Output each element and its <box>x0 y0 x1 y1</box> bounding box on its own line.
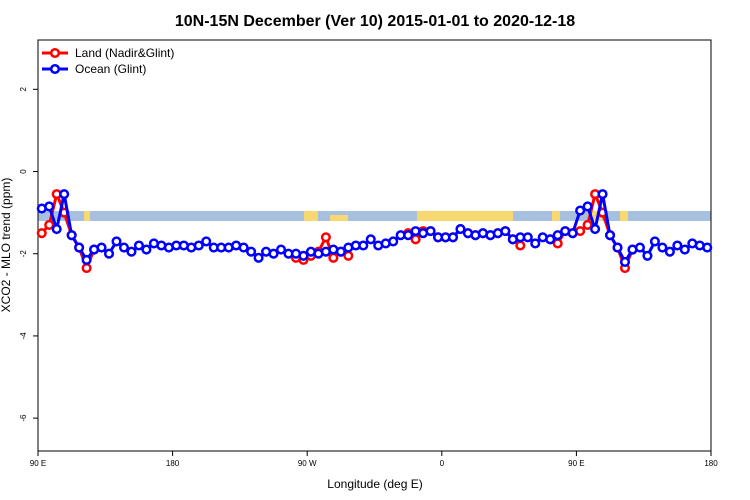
ocean-strip <box>38 211 711 221</box>
data-point <box>619 256 631 267</box>
data-point <box>44 219 55 230</box>
data-point <box>582 201 593 212</box>
land-patch <box>417 211 513 221</box>
map-strip <box>38 211 711 221</box>
data-point <box>425 226 436 237</box>
x-axis-label: Longitude (deg E) <box>327 477 422 491</box>
data-point <box>246 246 257 257</box>
data-point <box>365 234 376 245</box>
data-point <box>634 242 646 253</box>
data-point <box>36 228 47 239</box>
legend-marker <box>49 47 61 59</box>
y-tick-label: 0 <box>19 169 28 174</box>
data-point <box>664 246 675 257</box>
data-point <box>590 224 601 235</box>
data-point <box>335 246 346 257</box>
data-point <box>118 242 130 253</box>
data-point <box>111 236 122 247</box>
land-patch <box>330 215 348 221</box>
data-point <box>275 244 287 255</box>
series <box>36 189 713 267</box>
data-point <box>298 250 309 261</box>
land-patch <box>84 211 90 221</box>
land-patch <box>304 211 318 221</box>
data-point <box>193 240 204 251</box>
data-point <box>81 263 92 274</box>
y-tick-label: -6 <box>19 414 28 422</box>
x-tick-label: 0 <box>440 459 445 468</box>
x-tick-label: 90 W <box>298 459 317 468</box>
y-tick-label: -4 <box>19 332 28 340</box>
x-tick-label: 180 <box>704 459 718 468</box>
data-point <box>679 244 690 255</box>
data-point <box>253 252 264 263</box>
data-point <box>320 232 331 243</box>
data-point <box>567 228 578 239</box>
legend-label: Ocean (Glint) <box>75 62 146 76</box>
data-point <box>44 201 55 212</box>
data-point <box>201 236 212 247</box>
data-point <box>328 252 339 263</box>
series-line <box>41 193 708 265</box>
data-point <box>388 236 399 247</box>
data-point <box>702 242 713 253</box>
data-point <box>575 205 586 216</box>
data-point <box>597 189 608 200</box>
data-point <box>81 254 92 265</box>
data-point <box>522 232 533 243</box>
data-point <box>672 240 683 251</box>
data-point <box>74 242 85 253</box>
land-patch <box>620 211 628 221</box>
data-point <box>500 226 511 237</box>
data-point <box>268 248 279 259</box>
data-point <box>96 242 107 253</box>
data-point <box>605 230 616 241</box>
data-point <box>657 242 668 253</box>
legend-label: Land (Nadir&Glint) <box>75 46 174 60</box>
data-point <box>649 236 660 247</box>
x-tick-label: 180 <box>166 459 180 468</box>
data-point <box>552 230 563 241</box>
data-point <box>358 240 369 251</box>
data-point <box>238 242 249 253</box>
y-tick-label: 2 <box>19 87 28 92</box>
data-point <box>103 248 115 259</box>
data-point <box>141 244 152 255</box>
data-point <box>545 234 556 245</box>
series <box>36 189 638 274</box>
data-point <box>66 230 77 241</box>
data-point <box>582 219 593 230</box>
data-point <box>530 238 541 249</box>
x-tick-label: 90 E <box>30 459 46 468</box>
chart-title: 10N-15N December (Ver 10) 2015-01-01 to … <box>175 13 575 30</box>
y-tick-label: -2 <box>19 250 28 258</box>
data-point <box>403 230 414 241</box>
data-point <box>642 250 653 261</box>
data-point <box>515 240 526 251</box>
data-point <box>59 189 70 200</box>
data-point <box>126 246 137 257</box>
land-patch <box>552 211 560 221</box>
series-line <box>40 189 634 273</box>
data-point <box>133 240 144 251</box>
data-point <box>447 232 459 243</box>
land-patch <box>588 211 602 221</box>
data-point <box>51 224 62 235</box>
legend-marker <box>49 63 61 75</box>
y-axis-label: XCO2 - MLO trend (ppm) <box>0 178 13 313</box>
data-point <box>612 242 623 253</box>
data-point <box>455 224 466 235</box>
x-tick-label: 90 E <box>568 459 584 468</box>
